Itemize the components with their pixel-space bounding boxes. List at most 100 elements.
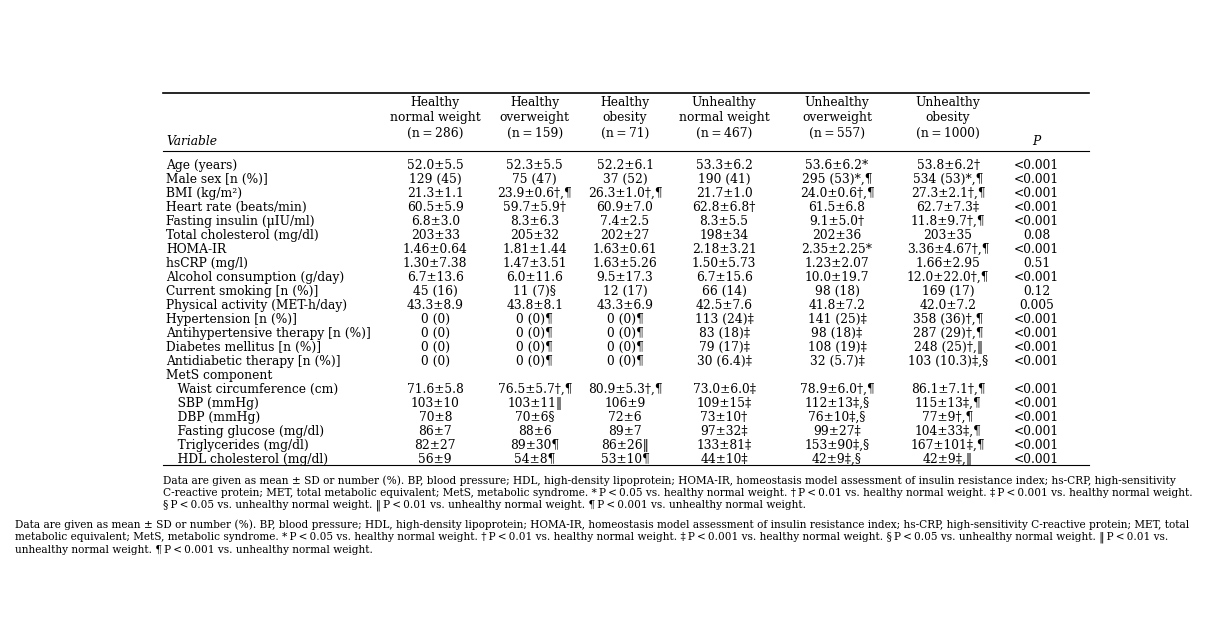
- Text: 89±7: 89±7: [609, 425, 642, 438]
- Text: 1.50±5.73: 1.50±5.73: [691, 256, 756, 270]
- Text: 75 (47): 75 (47): [513, 173, 558, 186]
- Text: 53.8±6.2†: 53.8±6.2†: [916, 159, 979, 171]
- Text: 30 (6.4)‡: 30 (6.4)‡: [696, 355, 752, 367]
- Text: <0.001: <0.001: [1015, 312, 1059, 326]
- Text: 43.3±8.9: 43.3±8.9: [407, 299, 464, 312]
- Text: 0.005: 0.005: [1019, 299, 1053, 312]
- Text: Antidiabetic therapy [n (%)]: Antidiabetic therapy [n (%)]: [166, 355, 340, 367]
- Text: 8.3±5.5: 8.3±5.5: [700, 215, 748, 227]
- Text: Healthy
normal weight
(n = 286): Healthy normal weight (n = 286): [390, 96, 481, 139]
- Text: Antihypertensive therapy [n (%)]: Antihypertensive therapy [n (%)]: [166, 326, 371, 340]
- Text: Male sex [n (%)]: Male sex [n (%)]: [166, 173, 267, 186]
- Text: 115±13‡,¶: 115±13‡,¶: [915, 397, 982, 410]
- Text: 59.7±5.9†: 59.7±5.9†: [503, 200, 566, 214]
- Text: 72±6: 72±6: [609, 411, 642, 423]
- Text: 78.9±6.0†,¶: 78.9±6.0†,¶: [799, 382, 875, 396]
- Text: 358 (36)†,¶: 358 (36)†,¶: [912, 312, 983, 326]
- Text: 0 (0)¶: 0 (0)¶: [516, 326, 553, 340]
- Text: 6.0±11.6: 6.0±11.6: [507, 270, 564, 284]
- Text: 54±8¶: 54±8¶: [514, 452, 555, 466]
- Text: 41.8±7.2: 41.8±7.2: [808, 299, 865, 312]
- Text: 60.5±5.9: 60.5±5.9: [407, 200, 464, 214]
- Text: 106±9: 106±9: [604, 397, 645, 410]
- Text: 44±10‡: 44±10‡: [700, 452, 748, 466]
- Text: 202±36: 202±36: [813, 229, 861, 241]
- Text: 153±90‡,§: 153±90‡,§: [804, 438, 870, 452]
- Text: 6.8±3.0: 6.8±3.0: [411, 215, 459, 227]
- Text: 53±10¶: 53±10¶: [600, 452, 650, 466]
- Text: 9.5±17.3: 9.5±17.3: [597, 270, 654, 284]
- Text: Heart rate (beats/min): Heart rate (beats/min): [166, 200, 306, 214]
- Text: 70±8: 70±8: [418, 411, 452, 423]
- Text: <0.001: <0.001: [1015, 397, 1059, 410]
- Text: 11.8±9.7†,¶: 11.8±9.7†,¶: [911, 215, 985, 227]
- Text: 287 (29)†,¶: 287 (29)†,¶: [912, 326, 983, 340]
- Text: 97±32‡: 97±32‡: [700, 425, 748, 438]
- Text: 0.51: 0.51: [1023, 256, 1050, 270]
- Text: 133±81‡: 133±81‡: [696, 438, 752, 452]
- Text: 0 (0)¶: 0 (0)¶: [516, 341, 553, 353]
- Text: 0 (0): 0 (0): [420, 326, 450, 340]
- Text: 2.18±3.21: 2.18±3.21: [691, 243, 757, 256]
- Text: 6.7±15.6: 6.7±15.6: [696, 270, 752, 284]
- Text: 42±9‡,‖: 42±9‡,‖: [923, 452, 973, 466]
- Text: 42±9‡,§: 42±9‡,§: [812, 452, 861, 466]
- Text: <0.001: <0.001: [1015, 452, 1059, 466]
- Text: 205±32: 205±32: [510, 229, 559, 241]
- Text: 80.9±5.3†,¶: 80.9±5.3†,¶: [588, 382, 662, 396]
- Text: 27.3±2.1†,¶: 27.3±2.1†,¶: [911, 186, 985, 200]
- Text: <0.001: <0.001: [1015, 425, 1059, 438]
- Text: 98 (18): 98 (18): [814, 285, 859, 297]
- Text: Diabetes mellitus [n (%)]: Diabetes mellitus [n (%)]: [166, 341, 321, 353]
- Text: 0 (0): 0 (0): [420, 355, 450, 367]
- Text: 42.5±7.6: 42.5±7.6: [696, 299, 752, 312]
- Text: 45 (16): 45 (16): [413, 285, 458, 297]
- Text: 11 (7)§: 11 (7)§: [514, 285, 556, 297]
- Text: 12.0±22.0†,¶: 12.0±22.0†,¶: [906, 270, 989, 284]
- Text: Waist circumference (cm): Waist circumference (cm): [166, 382, 338, 396]
- Text: 77±9†,¶: 77±9†,¶: [922, 411, 973, 423]
- Text: 82±27: 82±27: [414, 438, 456, 452]
- Text: <0.001: <0.001: [1015, 159, 1059, 171]
- Text: 113 (24)‡: 113 (24)‡: [695, 312, 753, 326]
- Text: 52.2±6.1: 52.2±6.1: [597, 159, 654, 171]
- Text: 2.35±2.25*: 2.35±2.25*: [802, 243, 872, 256]
- Text: 83 (18)‡: 83 (18)‡: [699, 326, 750, 340]
- Text: 202±27: 202±27: [600, 229, 650, 241]
- Text: 53.3±6.2: 53.3±6.2: [696, 159, 752, 171]
- Text: Variable: Variable: [166, 135, 217, 149]
- Text: 23.9±0.6†,¶: 23.9±0.6†,¶: [497, 186, 572, 200]
- Text: 0 (0)¶: 0 (0)¶: [606, 326, 644, 340]
- Text: <0.001: <0.001: [1015, 382, 1059, 396]
- Text: Data are given as mean ± SD or number (%). BP, blood pressure; HDL, high-density: Data are given as mean ± SD or number (%…: [163, 476, 1193, 511]
- Text: 53.6±6.2*: 53.6±6.2*: [806, 159, 869, 171]
- Text: 3.36±4.67†,¶: 3.36±4.67†,¶: [906, 243, 989, 256]
- Text: 56±9: 56±9: [418, 452, 452, 466]
- Text: <0.001: <0.001: [1015, 243, 1059, 256]
- Text: 248 (25)†,‖: 248 (25)†,‖: [914, 341, 983, 353]
- Text: Data are given as mean ± SD or number (%). BP, blood pressure; HDL, high-density: Data are given as mean ± SD or number (%…: [15, 520, 1188, 555]
- Text: <0.001: <0.001: [1015, 270, 1059, 284]
- Text: 88±6: 88±6: [518, 425, 552, 438]
- Text: 0.08: 0.08: [1023, 229, 1050, 241]
- Text: 21.3±1.1: 21.3±1.1: [407, 186, 464, 200]
- Text: Unhealthy
obesity
(n = 1000): Unhealthy obesity (n = 1000): [916, 96, 981, 139]
- Text: MetS component: MetS component: [166, 369, 272, 382]
- Text: 76±10‡,§: 76±10‡,§: [808, 411, 866, 423]
- Text: Hypertension [n (%)]: Hypertension [n (%)]: [166, 312, 296, 326]
- Text: 32 (5.7)‡: 32 (5.7)‡: [809, 355, 864, 367]
- Text: 86±7: 86±7: [418, 425, 452, 438]
- Text: 86±26‖: 86±26‖: [601, 438, 649, 452]
- Text: 1.81±1.44: 1.81±1.44: [503, 243, 567, 256]
- Text: HOMA-IR: HOMA-IR: [166, 243, 226, 256]
- Text: 42.0±7.2: 42.0±7.2: [920, 299, 977, 312]
- Text: 73±10†: 73±10†: [701, 411, 747, 423]
- Text: 89±30¶: 89±30¶: [510, 438, 559, 452]
- Text: 9.1±5.0†: 9.1±5.0†: [809, 215, 865, 227]
- Text: 190 (41): 190 (41): [697, 173, 751, 186]
- Text: 103 (10.3)‡,§: 103 (10.3)‡,§: [908, 355, 988, 367]
- Text: 0 (0)¶: 0 (0)¶: [606, 341, 644, 353]
- Text: 6.7±13.6: 6.7±13.6: [407, 270, 464, 284]
- Text: Physical activity (MET-h/day): Physical activity (MET-h/day): [166, 299, 347, 312]
- Text: <0.001: <0.001: [1015, 355, 1059, 367]
